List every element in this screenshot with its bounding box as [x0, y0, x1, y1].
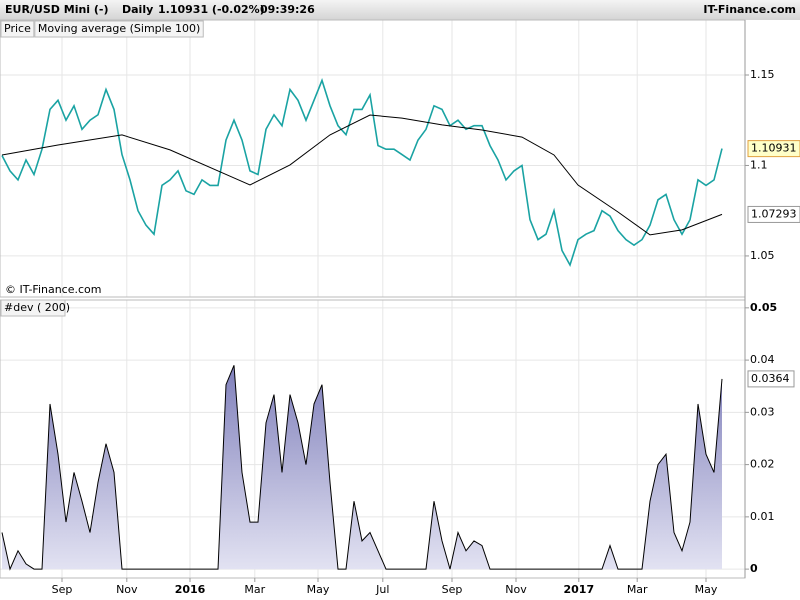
- symbol: EUR/USD Mini (-): [5, 3, 109, 16]
- time: 09:39:26: [260, 3, 315, 16]
- legend-label: Moving average (Simple 100): [38, 22, 200, 35]
- x-tick-label: 2016: [175, 583, 206, 596]
- last-value-label: 1.07293: [751, 207, 797, 220]
- x-tick-label: May: [695, 583, 718, 596]
- y-tick-label: 0.05: [750, 301, 777, 314]
- x-tick-label: Nov: [505, 583, 527, 596]
- y-tick-label: 1.1: [750, 158, 768, 171]
- y-tick-label: 0.01: [750, 510, 775, 523]
- series-line: [1, 114, 723, 236]
- area-line: [1, 365, 723, 571]
- x-tick-label: Sep: [52, 583, 73, 596]
- x-tick-label: Sep: [442, 583, 463, 596]
- dev-title: #dev ( 200): [4, 301, 70, 314]
- quote: 1.10931 (-0.02%): [158, 3, 265, 16]
- area-fill: [2, 365, 722, 570]
- x-tick-label: Jul: [375, 583, 389, 596]
- x-tick-label: May: [307, 583, 330, 596]
- header-bar: [0, 0, 800, 20]
- x-tick-label: Mar: [244, 583, 265, 596]
- last-value-box: [747, 370, 795, 388]
- y-tick-label: 0.02: [750, 458, 775, 471]
- last-value-label: 1.10931: [751, 142, 797, 155]
- dev-title-box: [0, 299, 66, 317]
- last-value-label: 0.0364: [751, 372, 790, 385]
- y-tick-label: 1.05: [750, 249, 775, 262]
- x-tick-label: 2017: [563, 583, 594, 596]
- last-value-box: [747, 205, 800, 223]
- y-tick-label: 0.04: [750, 353, 775, 366]
- series-line: [1, 78, 723, 268]
- legend-box: [0, 20, 35, 38]
- period: Daily: [122, 3, 153, 16]
- x-tick-label: Nov: [116, 583, 138, 596]
- legend-box: [34, 20, 204, 38]
- y-tick-label: 0.03: [750, 405, 775, 418]
- legend-label: Price: [4, 22, 31, 35]
- y-tick-label: 1.15: [750, 68, 775, 81]
- x-tick-label: Mar: [627, 583, 648, 596]
- last-value-box: [747, 140, 800, 158]
- brand: IT-Finance.com: [703, 3, 796, 16]
- copyright: © IT-Finance.com: [5, 283, 102, 296]
- y-tick-label: 0: [750, 562, 758, 575]
